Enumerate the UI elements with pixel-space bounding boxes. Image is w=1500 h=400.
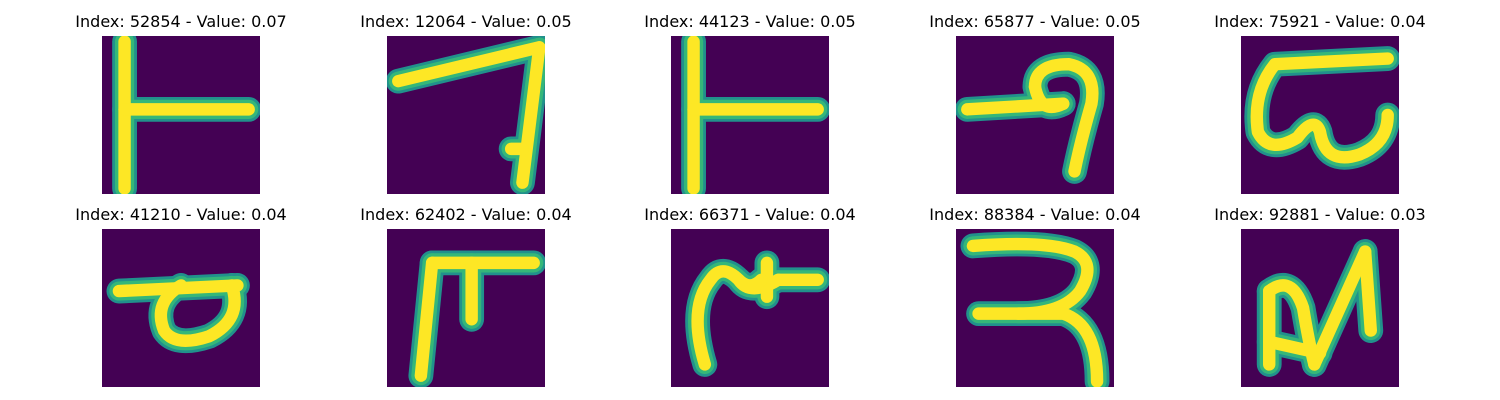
digit-image — [671, 229, 829, 387]
tile-title: Index: 44123 - Value: 0.05 — [644, 12, 856, 31]
tile-title: Index: 41210 - Value: 0.04 — [75, 205, 287, 224]
digit-image — [102, 36, 260, 194]
tile-title: Index: 65877 - Value: 0.05 — [929, 12, 1141, 31]
tile-title: Index: 75921 - Value: 0.04 — [1214, 12, 1426, 31]
digit-image — [956, 229, 1114, 387]
digit-image — [1241, 36, 1399, 194]
tile-title: Index: 92881 - Value: 0.03 — [1214, 205, 1426, 224]
tile-title: Index: 12064 - Value: 0.05 — [360, 12, 572, 31]
digit-image — [1241, 229, 1399, 387]
digit-image — [956, 36, 1114, 194]
tile-title: Index: 52854 - Value: 0.07 — [75, 12, 287, 31]
tile-title: Index: 62402 - Value: 0.04 — [360, 205, 572, 224]
tile-title: Index: 66371 - Value: 0.04 — [644, 205, 856, 224]
digit-image — [671, 36, 829, 194]
digit-image — [387, 229, 545, 387]
digit-image — [102, 229, 260, 387]
tile-title: Index: 88384 - Value: 0.04 — [929, 205, 1141, 224]
digit-image — [387, 36, 545, 194]
